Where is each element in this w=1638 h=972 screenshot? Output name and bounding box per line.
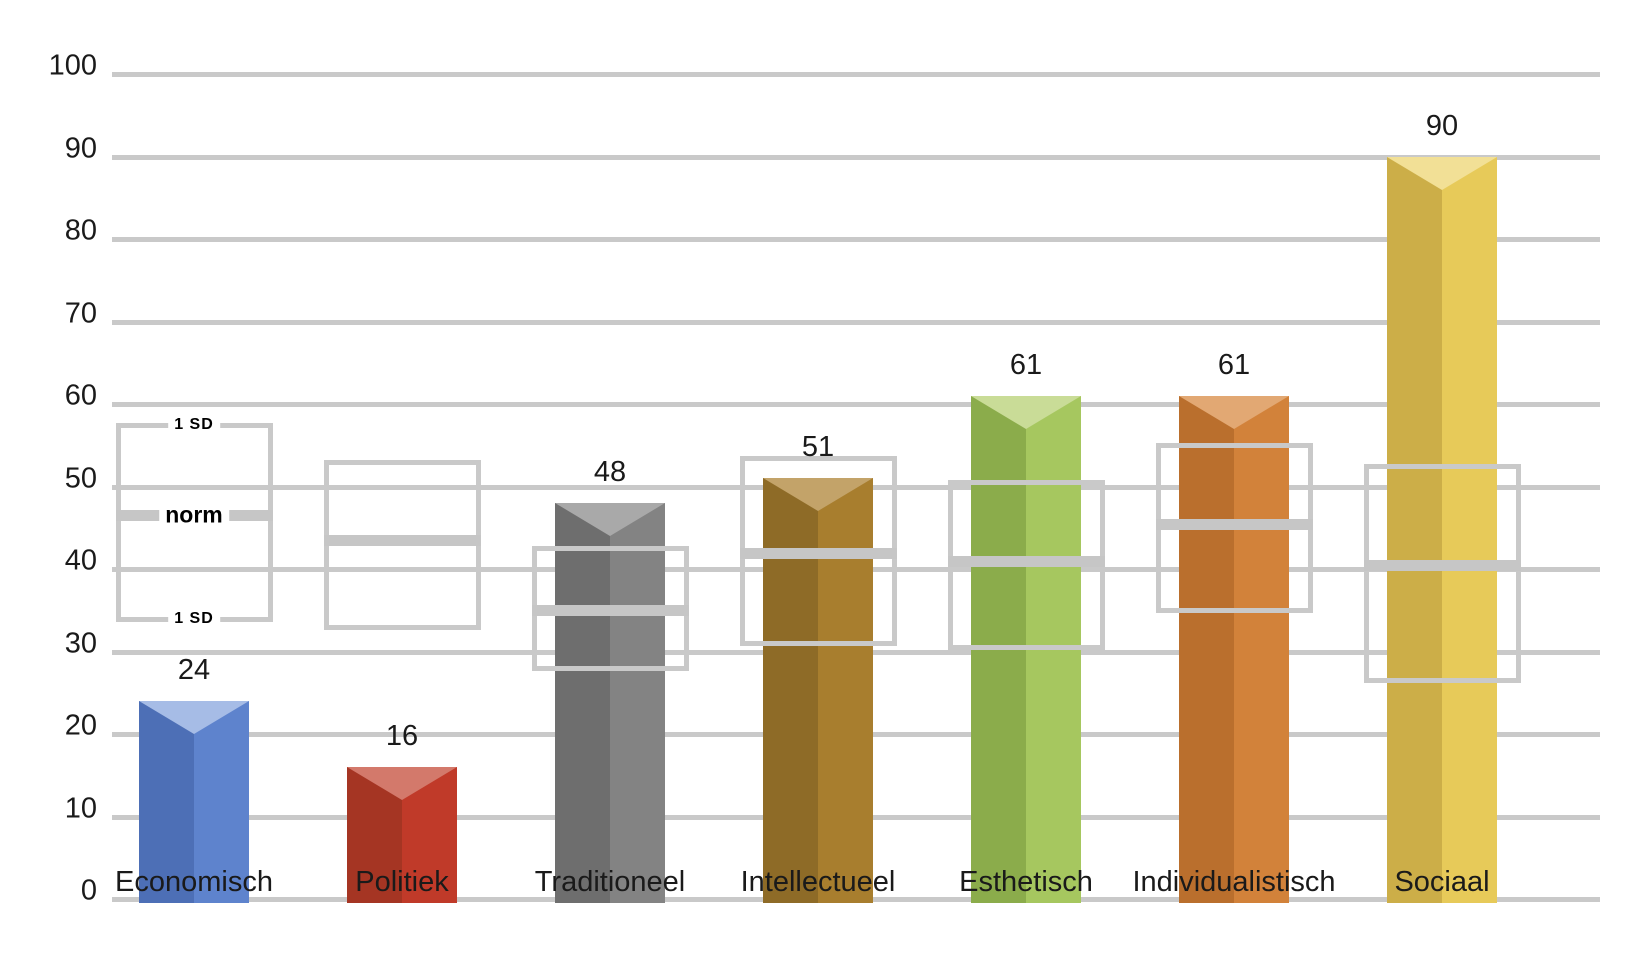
- y-axis-tick-label: 80: [64, 214, 97, 247]
- bar-top-chevron: [763, 478, 873, 512]
- y-axis-tick-label: 100: [48, 49, 97, 82]
- x-axis-category-label: Individualistisch: [1132, 866, 1336, 898]
- gridline: [112, 237, 1600, 242]
- norm-line: [323, 535, 481, 547]
- y-axis-tick-label: 90: [64, 132, 97, 164]
- y-axis-tick-label: 10: [64, 792, 97, 824]
- x-axis-category-label: Politiek: [355, 866, 449, 898]
- bar-politiek: [347, 767, 457, 903]
- bar-value-label: 16: [385, 720, 419, 752]
- gridline: [112, 154, 1600, 160]
- bar-right-face: [1234, 395, 1289, 903]
- bar-value-label: 51: [801, 431, 835, 464]
- norm-range-box: [1363, 463, 1521, 684]
- y-axis-tick-label: 30: [64, 627, 97, 659]
- bar-traditioneel: [555, 503, 665, 903]
- gridline: [112, 402, 1600, 407]
- norm-label: norm: [159, 502, 229, 529]
- bar-top-chevron: [139, 701, 249, 734]
- bar-top-chevron: [347, 767, 457, 800]
- bar-left-face: [1179, 395, 1234, 903]
- norm-line: [531, 605, 689, 617]
- gridline: [112, 72, 1600, 77]
- bar-value-label: 48: [593, 456, 627, 488]
- norm-line: [1155, 518, 1313, 530]
- norm-line: [1363, 559, 1521, 571]
- bar-top-chevron: [1387, 156, 1497, 190]
- bar-economisch: [139, 701, 249, 903]
- bar-value-label: 24: [177, 654, 211, 686]
- norm-line: [947, 555, 1105, 567]
- bar-value-label: 61: [1009, 348, 1043, 381]
- bar-value-label: 61: [1217, 348, 1251, 381]
- bar-left-face: [139, 701, 194, 903]
- y-axis-tick-label: 0: [80, 874, 97, 907]
- x-axis-category-label: Esthetisch: [959, 866, 1093, 898]
- bar-left-face: [1387, 156, 1442, 903]
- x-axis-category-label: Sociaal: [1394, 866, 1490, 898]
- bar-right-face: [1442, 156, 1497, 903]
- x-axis-category-label: Traditioneel: [534, 866, 686, 898]
- y-axis-tick-label: 50: [64, 462, 97, 494]
- bar-sociaal: [1387, 156, 1497, 903]
- bar-left-face: [555, 503, 610, 903]
- y-axis-tick-label: 60: [64, 379, 97, 412]
- gridline: [112, 319, 1600, 325]
- bar-top-chevron: [1179, 395, 1289, 429]
- y-axis-tick-label: 40: [64, 544, 97, 577]
- y-axis-tick-label: 70: [64, 297, 97, 329]
- norm-line: [739, 547, 897, 559]
- bar-right-face: [610, 503, 665, 903]
- x-axis-category-label: Intellectueel: [740, 866, 896, 898]
- bar-individualistisch: [1179, 395, 1289, 903]
- bar-top-chevron: [555, 503, 665, 536]
- sd-top-label: 1 SD: [168, 415, 220, 434]
- y-axis-tick-label: 20: [64, 709, 97, 742]
- bar-top-chevron: [971, 395, 1081, 429]
- sd-bottom-label: 1 SD: [168, 609, 220, 628]
- bar-right-face: [194, 701, 249, 903]
- x-axis-category-label: Economisch: [115, 866, 273, 898]
- bar-value-label: 90: [1425, 109, 1459, 142]
